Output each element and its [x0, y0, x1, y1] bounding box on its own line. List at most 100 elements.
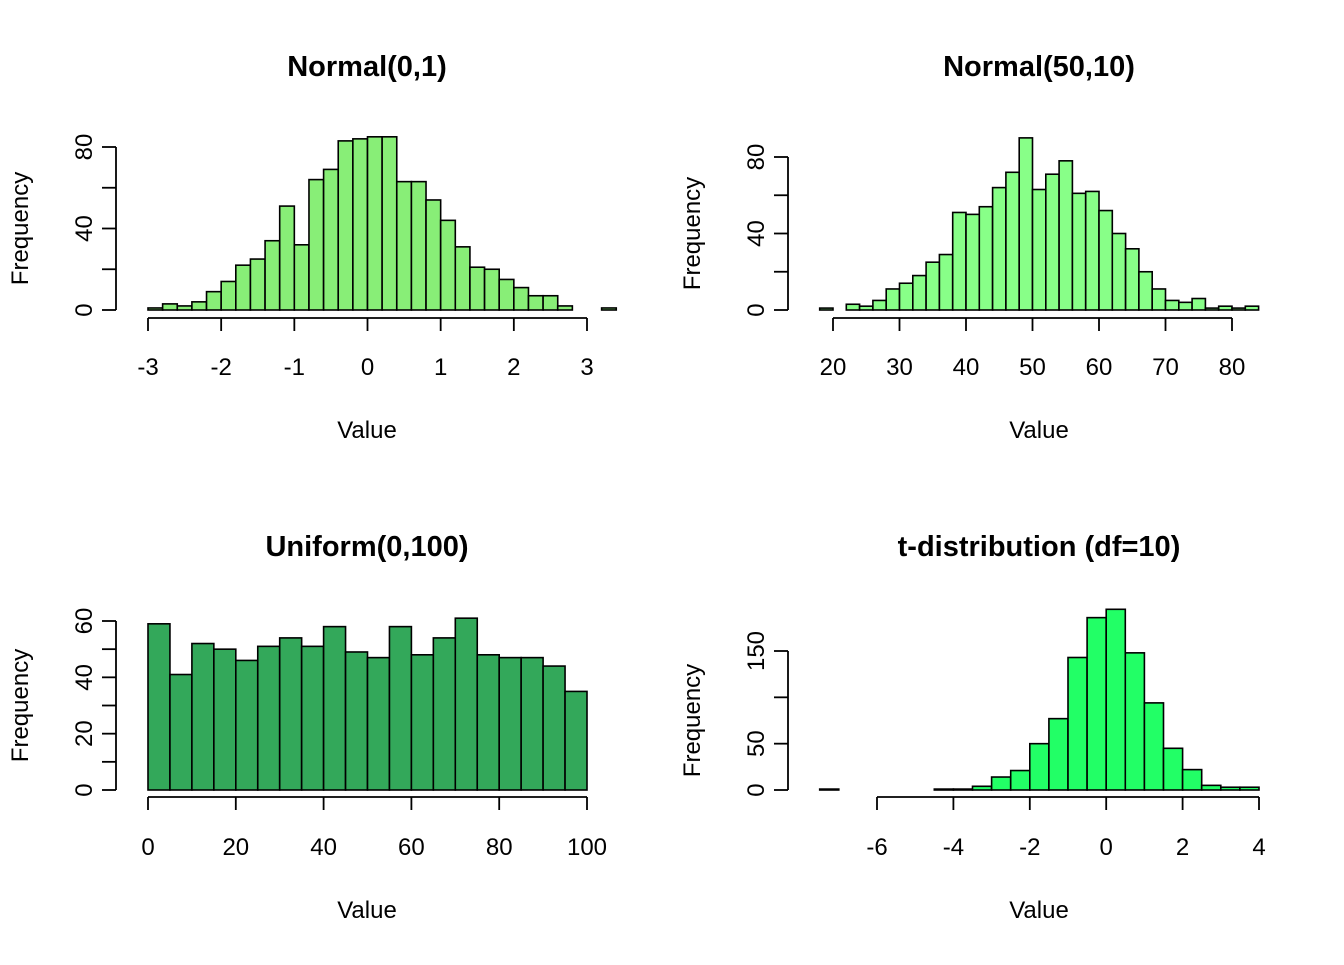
- histogram-bar: [991, 186, 1007, 311]
- histogram-bar: [337, 140, 354, 311]
- histogram-bar: [1098, 209, 1114, 311]
- histogram-bar: [191, 642, 215, 791]
- histogram-bar: [845, 303, 861, 311]
- histogram-bar: [1045, 173, 1060, 311]
- x-tick-label: 70: [1152, 354, 1179, 381]
- histogram-bar: [1048, 717, 1069, 791]
- y-tick-label: 150: [743, 631, 770, 671]
- x-tick-label: 0: [141, 834, 154, 861]
- x-tick-label: 4: [1252, 834, 1265, 861]
- histogram-bar: [1031, 188, 1047, 311]
- histogram-bar: [1086, 616, 1107, 791]
- x-tick-label: 3: [580, 354, 593, 381]
- histogram-bar: [483, 268, 501, 311]
- histogram-bar: [1164, 299, 1180, 311]
- x-axis-label: Value: [337, 417, 397, 444]
- x-tick-label: 30: [886, 354, 913, 381]
- histogram-bar: [278, 205, 296, 311]
- histogram-bar: [1204, 307, 1220, 311]
- histogram-bar: [1058, 160, 1074, 311]
- histogram-bar: [872, 299, 888, 311]
- histogram-bar: [1124, 652, 1146, 791]
- histogram-bar: [556, 305, 574, 311]
- histogram-bar: [978, 205, 994, 311]
- y-tick-label: 40: [743, 220, 770, 247]
- histogram-bar: [885, 288, 901, 311]
- x-tick-label: 20: [820, 354, 847, 381]
- histogram-bar: [1029, 742, 1050, 791]
- histogram-bar: [256, 645, 281, 791]
- chart-title: Uniform(0,100): [265, 531, 468, 563]
- chart-panel-3: Uniform(0,100) 0 20 40 60 80 100 0 20 40 60 Value Fr…: [7, 531, 607, 924]
- x-tick-label: 40: [310, 834, 337, 861]
- histogram-bar: [169, 673, 193, 791]
- histogram-bar: [161, 303, 179, 311]
- histogram-bar: [213, 648, 237, 791]
- y-axis-label: Frequency: [7, 172, 34, 285]
- y-tick-label: 40: [71, 664, 98, 691]
- histogram-bar: [498, 278, 515, 311]
- x-tick-label: 0: [361, 354, 374, 381]
- histogram-bar: [818, 307, 834, 311]
- histogram-bar: [1244, 305, 1260, 311]
- histogram-bar: [1138, 270, 1154, 311]
- histogram-bar: [308, 178, 325, 311]
- histogram-bar: [1231, 307, 1247, 311]
- histogram-bar: [951, 211, 967, 311]
- histogram-bar: [818, 788, 840, 791]
- x-tick-label: 50: [1019, 354, 1046, 381]
- y-tick-label: 60: [71, 608, 98, 635]
- y-tick-label: 50: [743, 730, 770, 757]
- histogram-bar: [527, 294, 544, 311]
- x-tick-label: -4: [943, 834, 964, 861]
- histogram-bar: [147, 623, 171, 791]
- histogram-bar: [938, 253, 954, 311]
- histogram-bar: [432, 637, 457, 791]
- histogram-bar: [410, 180, 427, 311]
- x-axis-label: Value: [1009, 417, 1069, 444]
- histogram-bar: [952, 788, 974, 791]
- x-axis-label: Value: [1009, 897, 1069, 924]
- histogram-bar: [1084, 190, 1100, 311]
- chart-title: Normal(0,1): [287, 51, 447, 83]
- histogram-bar: [395, 180, 413, 311]
- histogram-bar: [476, 653, 501, 791]
- histogram-bar: [1009, 769, 1031, 791]
- histogram-bar: [1162, 747, 1184, 791]
- y-tick-label: 0: [71, 303, 98, 316]
- x-tick-label: -3: [137, 354, 158, 381]
- y-axis-label: Frequency: [7, 649, 34, 762]
- histogram-bar: [1067, 656, 1088, 791]
- x-tick-label: 1: [434, 354, 447, 381]
- x-tick-label: 2: [1176, 834, 1189, 861]
- histogram-bar: [454, 246, 471, 311]
- histogram-bar: [235, 264, 252, 311]
- histogram-bar: [971, 785, 993, 791]
- histogram-bar: [410, 653, 435, 791]
- histogram-bar: [176, 305, 193, 311]
- chart-title: t-distribution (df=10): [898, 531, 1181, 563]
- histogram-bar: [264, 239, 281, 311]
- x-tick-label: -2: [1019, 834, 1040, 861]
- histogram-bar: [925, 261, 941, 311]
- histogram-bar: [352, 138, 369, 311]
- histogram-bar: [205, 290, 222, 311]
- x-tick-label: 2: [507, 354, 520, 381]
- histogram-bar: [564, 690, 588, 791]
- x-tick-label: -6: [866, 834, 887, 861]
- x-tick-label: 60: [398, 834, 425, 861]
- histogram-bar: [293, 244, 310, 311]
- chart-panel-2: Normal(50,10) 20 30 40 50 60 70 80 0 40 80 Value Fre…: [679, 51, 1260, 444]
- x-tick-label: 60: [1086, 354, 1113, 381]
- histogram-bar: [439, 219, 457, 311]
- histogram-bar: [1005, 171, 1021, 311]
- histogram-bar: [191, 301, 208, 311]
- histogram-bar: [322, 168, 340, 311]
- x-tick-label: -1: [284, 354, 305, 381]
- histogram-bar: [278, 637, 303, 791]
- histogram-bar: [322, 625, 347, 791]
- histogram-bar: [1191, 297, 1207, 311]
- histogram-bar: [1217, 305, 1233, 311]
